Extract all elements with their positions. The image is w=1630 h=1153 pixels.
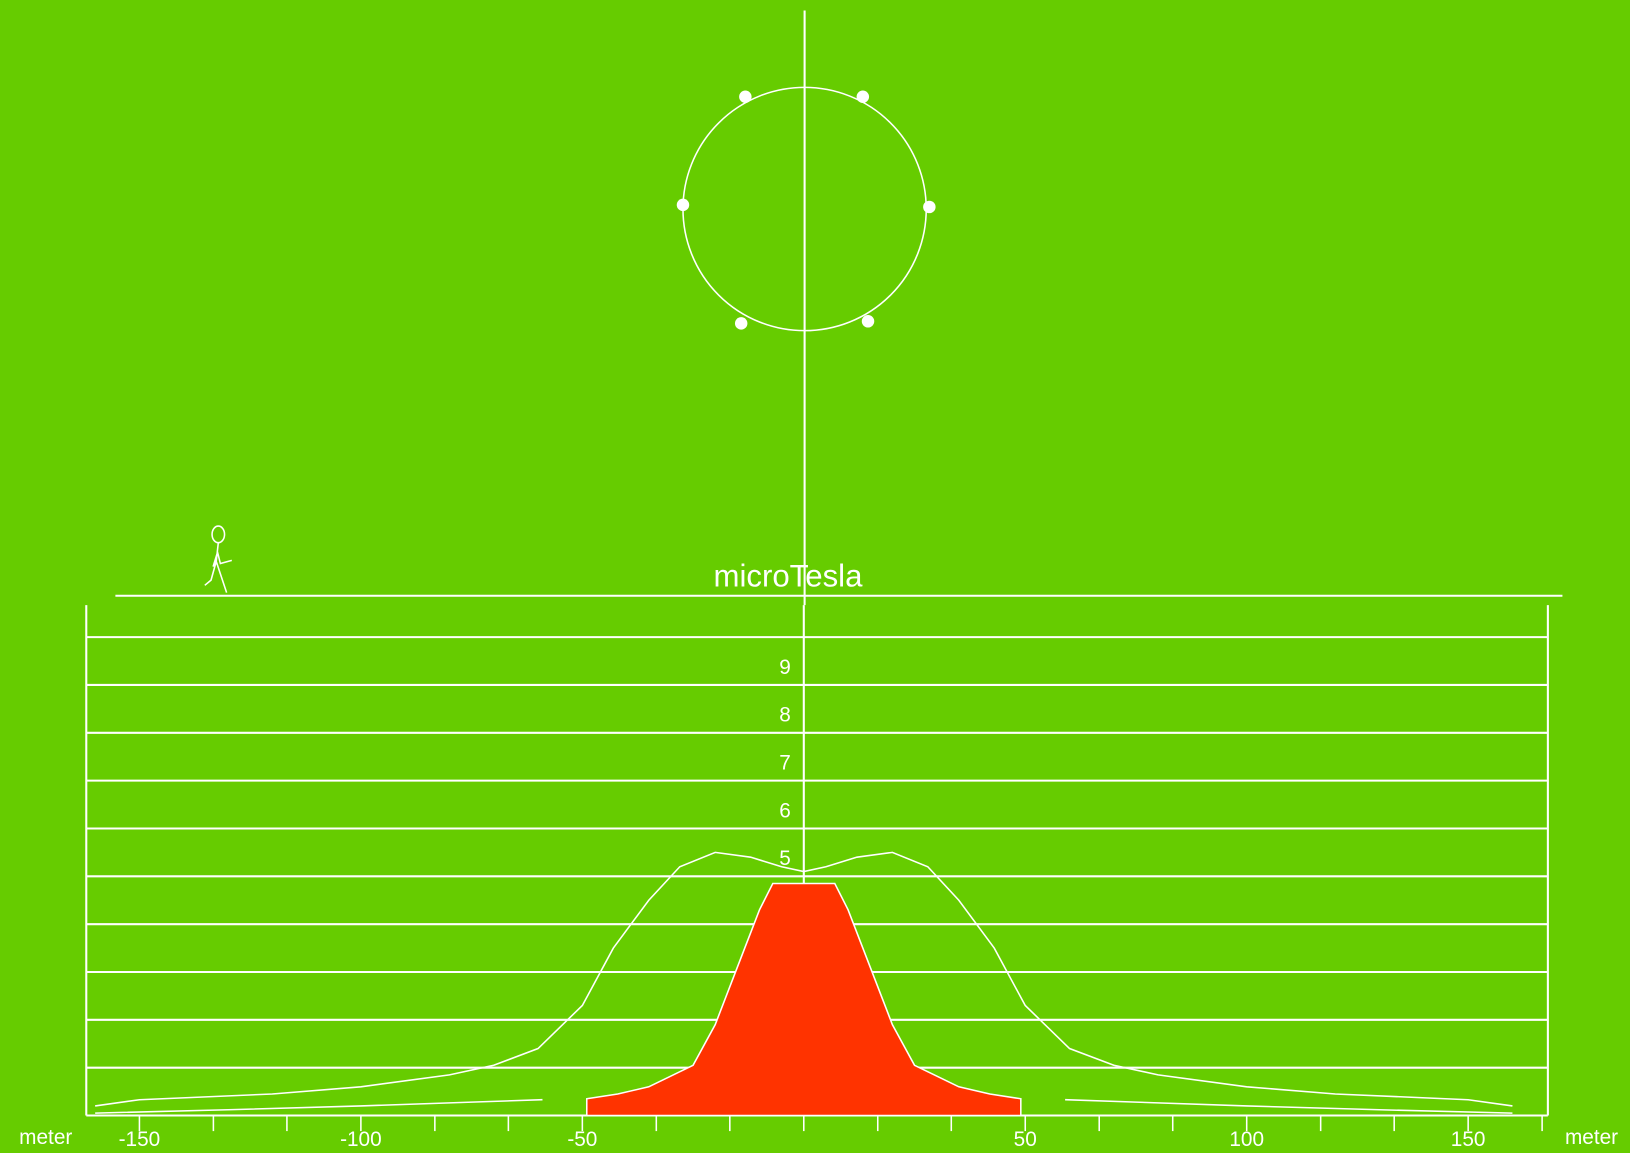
x-tick-label: -100 <box>340 1128 382 1151</box>
x-tick-label: -150 <box>119 1128 161 1151</box>
walking-person <box>205 526 232 593</box>
x-tick-label: 150 <box>1451 1128 1486 1151</box>
page: {"chart_data": {"type": "line-area", "ti… <box>0 0 1630 1153</box>
y-tick-label: 9 <box>779 656 791 679</box>
x-tick-label: 50 <box>1014 1128 1037 1151</box>
x-tick-label: -50 <box>567 1128 597 1151</box>
x-axis-label: meter <box>19 1126 72 1149</box>
y-tick-label: 6 <box>779 799 791 822</box>
chart: microTesla meter meter 0123456789-150-10… <box>0 0 1630 1153</box>
area <box>587 883 1021 1115</box>
y-tick-label: 7 <box>779 751 791 774</box>
chart-title: microTesla <box>713 558 863 593</box>
x-tick-label: 100 <box>1229 1128 1264 1151</box>
x-axis-label: meter <box>1565 1126 1618 1149</box>
y-tick-label: 8 <box>779 704 791 727</box>
